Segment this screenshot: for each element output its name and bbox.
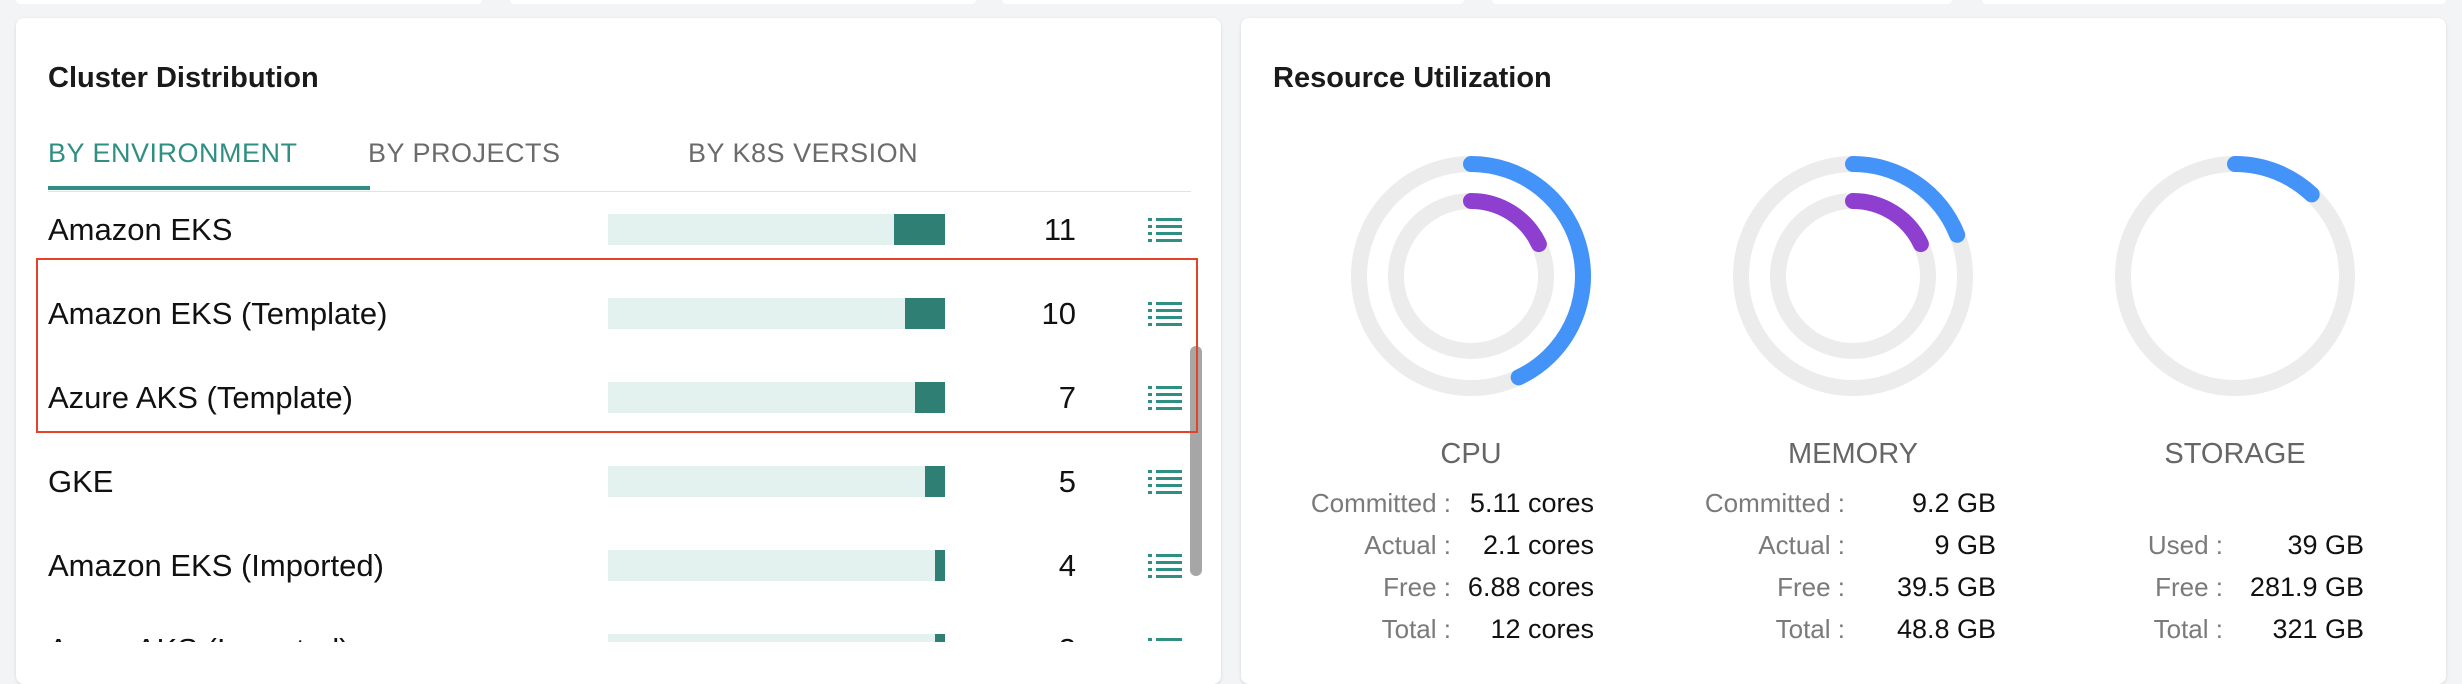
stat-value: 9.2 GB <box>1911 488 1996 518</box>
list-scrollbar[interactable] <box>1190 346 1202 576</box>
list-item[interactable]: Amazon EKS 11 <box>16 194 1206 278</box>
count-bar-fill <box>905 298 945 329</box>
stat-value: 9 GB <box>1934 530 1996 560</box>
stat-label: Actual : <box>1364 530 1451 560</box>
cluster-list[interactable]: Amazon EKS 11 Amazon EKS (Template) 10 A… <box>16 194 1206 642</box>
card-above-1 <box>16 0 482 4</box>
stat-value: 48.8 GB <box>1896 614 1996 644</box>
cpu-gauge <box>1351 156 1591 396</box>
highlight-box <box>36 258 1198 433</box>
used-arc <box>2227 156 2320 203</box>
cluster-name: Amazon EKS (Imported) <box>48 548 384 583</box>
tab-by-projects[interactable]: BY PROJECTS <box>368 138 561 168</box>
cluster-count: 7 <box>1058 380 1076 415</box>
tab-by-k8s-version[interactable]: BY K8S VERSION <box>688 138 919 168</box>
cluster-name: Amazon EKS <box>48 212 233 247</box>
list-icon[interactable] <box>1148 470 1182 494</box>
count-bar-fill <box>894 214 945 245</box>
stat-label: Free : <box>1777 572 1845 602</box>
cluster-count: 11 <box>1043 212 1076 247</box>
cluster-distribution-card: Cluster Distribution BY ENVIRONMENT BY P… <box>16 18 1221 684</box>
list-item[interactable]: Amazon EKS (Imported) 4 <box>16 530 1206 614</box>
stat-value: 39 GB <box>2287 530 2364 560</box>
stat-value: 12 cores <box>1490 614 1594 644</box>
actual-arc <box>1845 193 1929 253</box>
gauge-label-memory: MEMORY <box>1788 438 1918 470</box>
cluster-name: Azure AKS (Imported) <box>48 632 350 642</box>
list-item[interactable]: GKE 5 <box>16 446 1206 530</box>
card-above-4 <box>1492 0 1952 4</box>
count-bar-fill <box>935 550 945 581</box>
tab-by-environment[interactable]: BY ENVIRONMENT <box>48 138 298 168</box>
cluster-count: 3 <box>976 632 1076 642</box>
count-bar-track <box>608 214 945 245</box>
stat-label: Total : <box>1381 614 1451 644</box>
stat-label: Used : <box>2147 530 2223 560</box>
card-above-5 <box>1982 0 2446 4</box>
list-item[interactable]: Azure AKS (Template) 7 <box>16 362 1206 446</box>
cluster-name: GKE <box>48 464 114 499</box>
count-bar-fill <box>915 382 945 413</box>
actual-arc <box>1463 193 1547 253</box>
card-title: Cluster Distribution <box>48 62 319 94</box>
committed-arc <box>1463 156 1591 386</box>
count-bar-track <box>608 634 945 642</box>
count-bar-track <box>608 298 945 329</box>
stat-label: Committed : <box>1704 488 1845 518</box>
count-bar-track <box>608 382 945 413</box>
count-bar-track <box>608 466 945 497</box>
active-tab-indicator <box>48 186 370 190</box>
stat-label: Free : <box>2155 572 2223 602</box>
stat-value: 281.9 GB <box>2249 572 2364 602</box>
cluster-count: 5 <box>1058 464 1076 499</box>
cluster-name: Amazon EKS (Template) <box>48 296 388 331</box>
list-icon[interactable] <box>1148 554 1182 578</box>
stat-value: 2.1 cores <box>1482 530 1594 560</box>
gauge-label-storage: STORAGE <box>2164 438 2306 470</box>
list-icon[interactable] <box>1148 218 1182 242</box>
gauge-label-cpu: CPU <box>1440 438 1502 470</box>
cluster-name: Azure AKS (Template) <box>48 380 353 415</box>
stat-value: 39.5 GB <box>1896 572 1996 602</box>
card-above-2 <box>510 0 976 4</box>
stat-label: Total : <box>1775 614 1845 644</box>
card-title: Resource Utilization <box>1273 62 1552 94</box>
resource-utilization-card: Resource Utilization CPU Committed : 5.1… <box>1241 18 2446 684</box>
stat-label: Committed : <box>1310 488 1451 518</box>
list-icon[interactable] <box>1148 302 1182 326</box>
list-item[interactable]: Amazon EKS (Template) 10 <box>16 278 1206 362</box>
stat-label: Total : <box>2153 614 2223 644</box>
card-above-3 <box>1002 0 1464 4</box>
committed-arc <box>1845 156 1966 243</box>
stat-value: 321 GB <box>2272 614 2364 644</box>
tab-divider <box>48 191 1191 192</box>
stat-value: 5.11 cores <box>1469 488 1594 518</box>
memory-gauge <box>1733 156 1973 396</box>
list-icon[interactable] <box>1148 386 1182 410</box>
stat-label: Actual : <box>1758 530 1845 560</box>
cluster-count: 10 <box>1041 296 1076 331</box>
stat-label: Free : <box>1383 572 1451 602</box>
count-bar-fill <box>925 466 945 497</box>
count-bar-fill <box>935 634 945 642</box>
stat-value: 6.88 cores <box>1467 572 1594 602</box>
count-bar-track <box>608 550 945 581</box>
list-icon[interactable] <box>1148 638 1182 642</box>
cluster-count: 4 <box>1058 548 1076 583</box>
list-item[interactable]: Azure AKS (Imported) 3 <box>16 614 1206 642</box>
storage-gauge <box>2115 156 2355 396</box>
